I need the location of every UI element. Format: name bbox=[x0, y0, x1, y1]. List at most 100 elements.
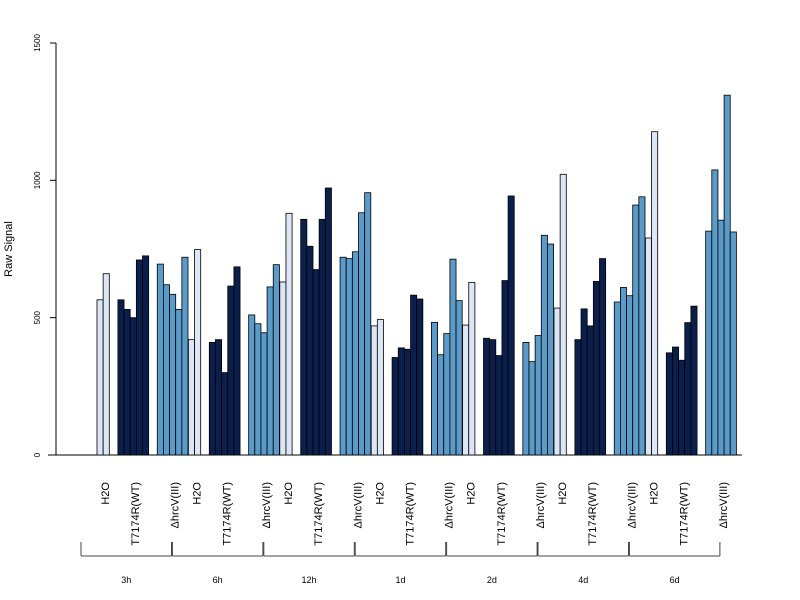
bar bbox=[437, 354, 445, 456]
bar bbox=[483, 337, 491, 456]
category-label: ΔhrcV(III) bbox=[444, 482, 456, 528]
bar bbox=[626, 295, 634, 456]
group-label: 3h bbox=[121, 575, 131, 585]
category-label: ΔhrcV(III) bbox=[627, 482, 639, 528]
bar bbox=[678, 359, 686, 456]
bar bbox=[117, 299, 125, 456]
category-label: H2O bbox=[100, 482, 112, 505]
y-tick-label: 1500 bbox=[33, 34, 42, 52]
category-label: T7174R(WT) bbox=[587, 482, 599, 546]
bar bbox=[175, 309, 183, 456]
bar bbox=[285, 212, 293, 456]
bar bbox=[592, 281, 600, 456]
bar bbox=[443, 333, 451, 456]
bar bbox=[135, 259, 143, 456]
bar bbox=[665, 352, 673, 456]
bar bbox=[410, 294, 418, 456]
bar bbox=[495, 355, 503, 456]
bar bbox=[364, 192, 372, 456]
category-label: T7174R(WT) bbox=[679, 482, 691, 546]
bar bbox=[96, 299, 104, 456]
bar bbox=[501, 280, 509, 456]
bar bbox=[540, 234, 548, 456]
bar bbox=[559, 173, 567, 456]
bar bbox=[306, 245, 314, 456]
bar bbox=[462, 324, 470, 456]
bar bbox=[376, 319, 384, 456]
bar bbox=[534, 335, 542, 456]
category-label: T7174R(WT) bbox=[222, 482, 234, 546]
bar bbox=[507, 195, 515, 456]
bar bbox=[339, 256, 347, 456]
bar bbox=[580, 308, 588, 456]
bar bbox=[403, 348, 411, 456]
bar bbox=[233, 266, 241, 456]
bar bbox=[397, 347, 405, 456]
bar bbox=[547, 243, 555, 456]
y-tick-label: 500 bbox=[33, 310, 42, 324]
group-label: 12h bbox=[302, 575, 317, 585]
group-label: 2d bbox=[487, 575, 497, 585]
bar bbox=[717, 219, 725, 456]
bar bbox=[705, 230, 713, 456]
bar bbox=[449, 258, 457, 456]
bar bbox=[272, 264, 280, 456]
group-label: 6d bbox=[670, 575, 680, 585]
bar bbox=[345, 258, 353, 456]
y-axis-title: Raw Signal bbox=[3, 221, 15, 277]
bar bbox=[102, 273, 110, 456]
bar bbox=[672, 346, 680, 456]
bar bbox=[181, 256, 189, 456]
bar bbox=[528, 361, 536, 456]
bar bbox=[318, 218, 326, 456]
category-label: H2O bbox=[557, 482, 569, 505]
bar bbox=[162, 284, 170, 456]
bar bbox=[215, 339, 222, 456]
category-label: T7174R(WT) bbox=[130, 482, 142, 546]
bar bbox=[729, 231, 737, 456]
category-labels: H2O T7174R(WT) ΔhrcV(III) H2O T7174R(WT) Δhrc… bbox=[100, 482, 730, 546]
category-label: H2O bbox=[648, 482, 660, 505]
bar bbox=[156, 263, 164, 456]
bar bbox=[358, 212, 366, 456]
bar bbox=[684, 322, 692, 456]
bar bbox=[279, 281, 287, 456]
bar bbox=[227, 285, 235, 456]
bar bbox=[169, 293, 177, 456]
bar bbox=[324, 187, 332, 456]
category-label: ΔhrcV(III) bbox=[352, 482, 364, 528]
bar bbox=[553, 307, 561, 456]
bar bbox=[723, 94, 731, 456]
category-label: ΔhrcV(III) bbox=[170, 482, 182, 528]
bar bbox=[248, 314, 256, 456]
group-label: 4d bbox=[578, 575, 588, 585]
bar bbox=[586, 325, 594, 456]
bar bbox=[522, 341, 530, 456]
bar bbox=[254, 323, 262, 456]
bar bbox=[208, 341, 216, 456]
category-label: T7174R(WT) bbox=[496, 482, 508, 546]
bar bbox=[638, 196, 646, 456]
bar bbox=[187, 339, 195, 456]
bar bbox=[416, 298, 424, 456]
bar bbox=[651, 131, 659, 456]
group-brackets: 3h 6h 12h 1d 2d 4d 6d bbox=[80, 542, 721, 585]
bar bbox=[645, 237, 652, 456]
bar bbox=[221, 372, 229, 456]
bars bbox=[96, 94, 737, 456]
bar bbox=[574, 339, 582, 456]
bar bbox=[129, 317, 137, 456]
bar bbox=[370, 325, 378, 456]
y-axis: 0 500 1000 1500 bbox=[33, 34, 57, 457]
bar bbox=[312, 269, 320, 456]
bar bbox=[613, 301, 621, 456]
bar bbox=[431, 321, 439, 456]
y-tick-label: 0 bbox=[33, 452, 42, 457]
bar bbox=[711, 169, 719, 456]
group-label: 6h bbox=[213, 575, 223, 585]
category-label: H2O bbox=[466, 482, 478, 505]
bar bbox=[300, 218, 308, 456]
y-tick-label: 1000 bbox=[33, 171, 42, 189]
bar bbox=[142, 255, 150, 456]
